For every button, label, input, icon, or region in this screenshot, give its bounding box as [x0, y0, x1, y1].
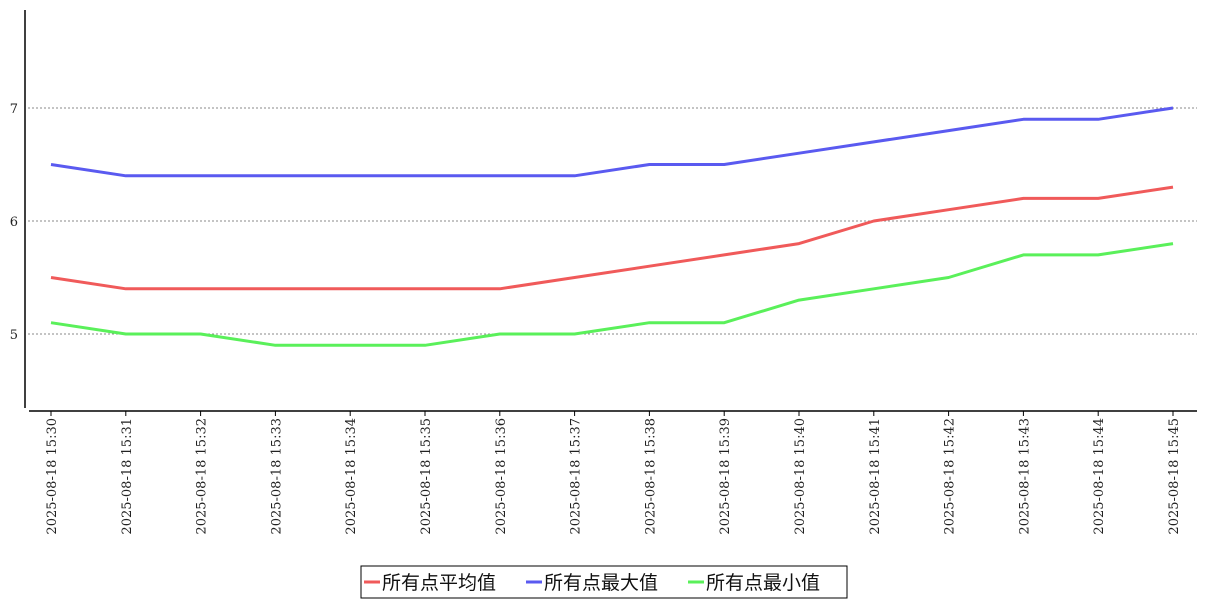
x-tick-label: 2025-08-18 15:32	[195, 418, 210, 535]
x-tick-label: 2025-08-18 15:33	[269, 418, 284, 535]
series-line-0	[50, 185, 1174, 291]
x-tick-label: 2025-08-18 15:30	[45, 418, 60, 535]
y-tick-label: 5	[10, 328, 18, 343]
series-lines	[50, 106, 1174, 347]
legend-label: 所有点最大值	[544, 572, 658, 594]
x-tick-label: 2025-08-18 15:41	[868, 418, 883, 535]
y-tick-label: 6	[10, 215, 18, 230]
series-line-1	[50, 106, 1174, 178]
series-line-2	[50, 242, 1174, 347]
x-tick-label: 2025-08-18 15:43	[1017, 418, 1032, 535]
y-axis-ticks: 5 6 7	[10, 102, 18, 343]
x-tick-label: 2025-08-18 15:40	[793, 418, 808, 535]
x-tick-label: 2025-08-18 15:37	[569, 418, 584, 535]
legend-box	[360, 565, 848, 599]
x-tick-label: 2025-08-18 15:42	[943, 418, 958, 535]
x-tick-label: 2025-08-18 15:45	[1167, 418, 1182, 535]
x-tick-label: 2025-08-18 15:39	[718, 418, 733, 535]
legend-item: 所有点最小值	[688, 572, 820, 594]
x-tick-label: 2025-08-18 15:38	[643, 418, 658, 535]
y-tick-label: 7	[10, 102, 18, 117]
x-tick-label: 2025-08-18 15:31	[120, 418, 135, 535]
gridlines	[28, 107, 1197, 335]
legend-label: 所有点平均值	[382, 572, 496, 594]
x-tick-label: 2025-08-18 15:44	[1092, 418, 1107, 535]
x-axis-ticks: 2025-08-18 15:30 2025-08-18 15:31 2025-08-…	[45, 411, 1182, 535]
x-tick-label: 2025-08-18 15:34	[344, 418, 359, 535]
legend-item: 所有点平均值	[364, 572, 496, 594]
legend-item: 所有点最大值	[526, 572, 658, 594]
x-tick-label: 2025-08-18 15:35	[419, 418, 434, 535]
x-tick-label: 2025-08-18 15:36	[494, 418, 509, 535]
legend-label: 所有点最小值	[706, 572, 820, 594]
legend: 所有点平均值 所有点最大值 所有点最小值	[360, 565, 848, 599]
